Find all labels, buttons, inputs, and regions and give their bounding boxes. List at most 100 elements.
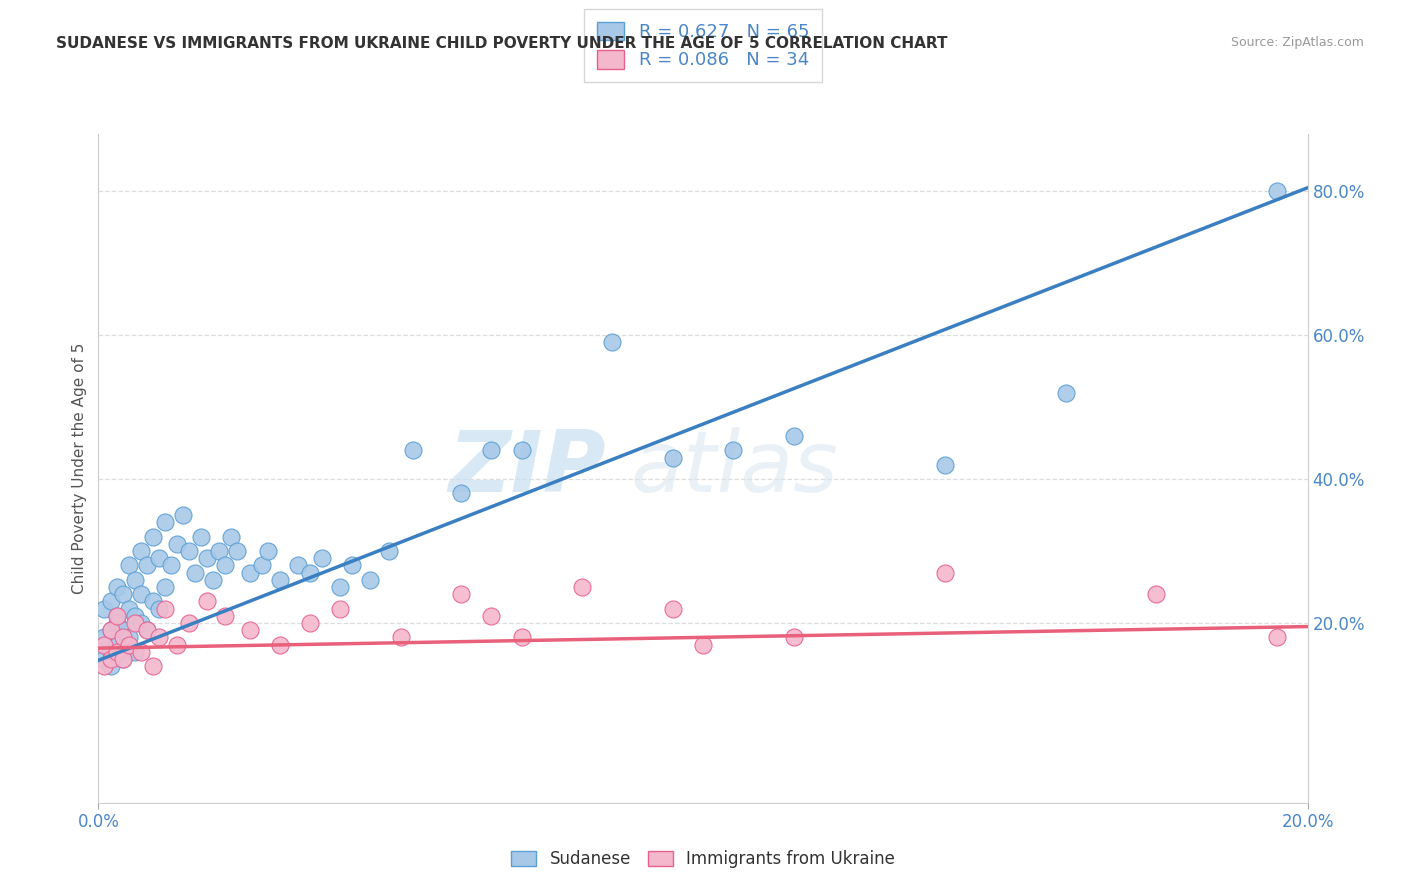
- Point: [299, 566, 322, 580]
- Point: [269, 638, 291, 652]
- Point: [100, 652, 122, 666]
- Point: [129, 587, 152, 601]
- Point: [100, 623, 122, 637]
- Point: [166, 638, 188, 652]
- Point: [93, 601, 115, 615]
- Point: [124, 608, 146, 623]
- Point: [93, 652, 115, 666]
- Point: [129, 645, 152, 659]
- Text: SUDANESE VS IMMIGRANTS FROM UKRAINE CHILD POVERTY UNDER THE AGE OF 5 CORRELATION: SUDANESE VS IMMIGRANTS FROM UKRAINE CHIL…: [56, 36, 948, 51]
- Point: [783, 429, 806, 443]
- Point: [124, 615, 146, 630]
- Point: [329, 580, 352, 594]
- Point: [311, 551, 333, 566]
- Point: [129, 544, 152, 558]
- Point: [179, 615, 201, 630]
- Point: [148, 551, 170, 566]
- Point: [571, 580, 593, 594]
- Point: [93, 631, 115, 645]
- Point: [692, 638, 714, 652]
- Point: [377, 544, 399, 558]
- Point: [118, 558, 141, 573]
- Point: [510, 631, 533, 645]
- Point: [93, 659, 115, 673]
- Point: [118, 638, 141, 652]
- Point: [93, 638, 115, 652]
- Point: [450, 486, 472, 500]
- Point: [783, 631, 806, 645]
- Point: [111, 623, 134, 637]
- Point: [1144, 587, 1167, 601]
- Point: [723, 443, 745, 458]
- Point: [160, 558, 183, 573]
- Point: [105, 608, 128, 623]
- Point: [299, 615, 322, 630]
- Legend: R = 0.627   N = 65, R = 0.086   N = 34: R = 0.627 N = 65, R = 0.086 N = 34: [585, 9, 821, 82]
- Point: [172, 508, 194, 522]
- Text: Source: ZipAtlas.com: Source: ZipAtlas.com: [1230, 36, 1364, 49]
- Point: [662, 601, 685, 615]
- Point: [239, 623, 262, 637]
- Point: [481, 443, 503, 458]
- Point: [256, 544, 278, 558]
- Point: [124, 645, 146, 659]
- Point: [226, 544, 249, 558]
- Point: [105, 580, 128, 594]
- Point: [179, 544, 201, 558]
- Point: [111, 631, 134, 645]
- Point: [100, 659, 122, 673]
- Point: [105, 608, 128, 623]
- Point: [100, 594, 122, 608]
- Point: [214, 558, 236, 573]
- Point: [208, 544, 231, 558]
- Point: [118, 631, 141, 645]
- Point: [100, 623, 122, 637]
- Point: [239, 566, 262, 580]
- Point: [142, 594, 165, 608]
- Point: [153, 515, 176, 529]
- Point: [250, 558, 273, 573]
- Point: [342, 558, 364, 573]
- Point: [360, 573, 382, 587]
- Point: [195, 594, 218, 608]
- Point: [481, 608, 503, 623]
- Y-axis label: Child Poverty Under the Age of 5: Child Poverty Under the Age of 5: [72, 343, 87, 594]
- Point: [184, 566, 207, 580]
- Point: [142, 659, 165, 673]
- Point: [135, 558, 157, 573]
- Point: [135, 623, 157, 637]
- Point: [166, 537, 188, 551]
- Point: [1267, 185, 1289, 199]
- Point: [329, 601, 352, 615]
- Point: [111, 652, 134, 666]
- Point: [100, 645, 122, 659]
- Point: [450, 587, 472, 601]
- Point: [129, 615, 152, 630]
- Text: atlas: atlas: [630, 426, 838, 510]
- Point: [510, 443, 533, 458]
- Point: [142, 530, 165, 544]
- Point: [269, 573, 291, 587]
- Point: [1054, 385, 1077, 400]
- Point: [124, 573, 146, 587]
- Point: [287, 558, 309, 573]
- Point: [105, 645, 128, 659]
- Point: [105, 615, 128, 630]
- Point: [214, 608, 236, 623]
- Point: [153, 580, 176, 594]
- Point: [389, 631, 412, 645]
- Point: [118, 601, 141, 615]
- Point: [111, 652, 134, 666]
- Point: [111, 587, 134, 601]
- Point: [148, 601, 170, 615]
- Point: [602, 335, 624, 350]
- Point: [934, 566, 956, 580]
- Point: [195, 551, 218, 566]
- Point: [402, 443, 425, 458]
- Point: [153, 601, 176, 615]
- Point: [135, 623, 157, 637]
- Legend: Sudanese, Immigrants from Ukraine: Sudanese, Immigrants from Ukraine: [505, 844, 901, 875]
- Point: [148, 631, 170, 645]
- Point: [105, 638, 128, 652]
- Point: [662, 450, 685, 465]
